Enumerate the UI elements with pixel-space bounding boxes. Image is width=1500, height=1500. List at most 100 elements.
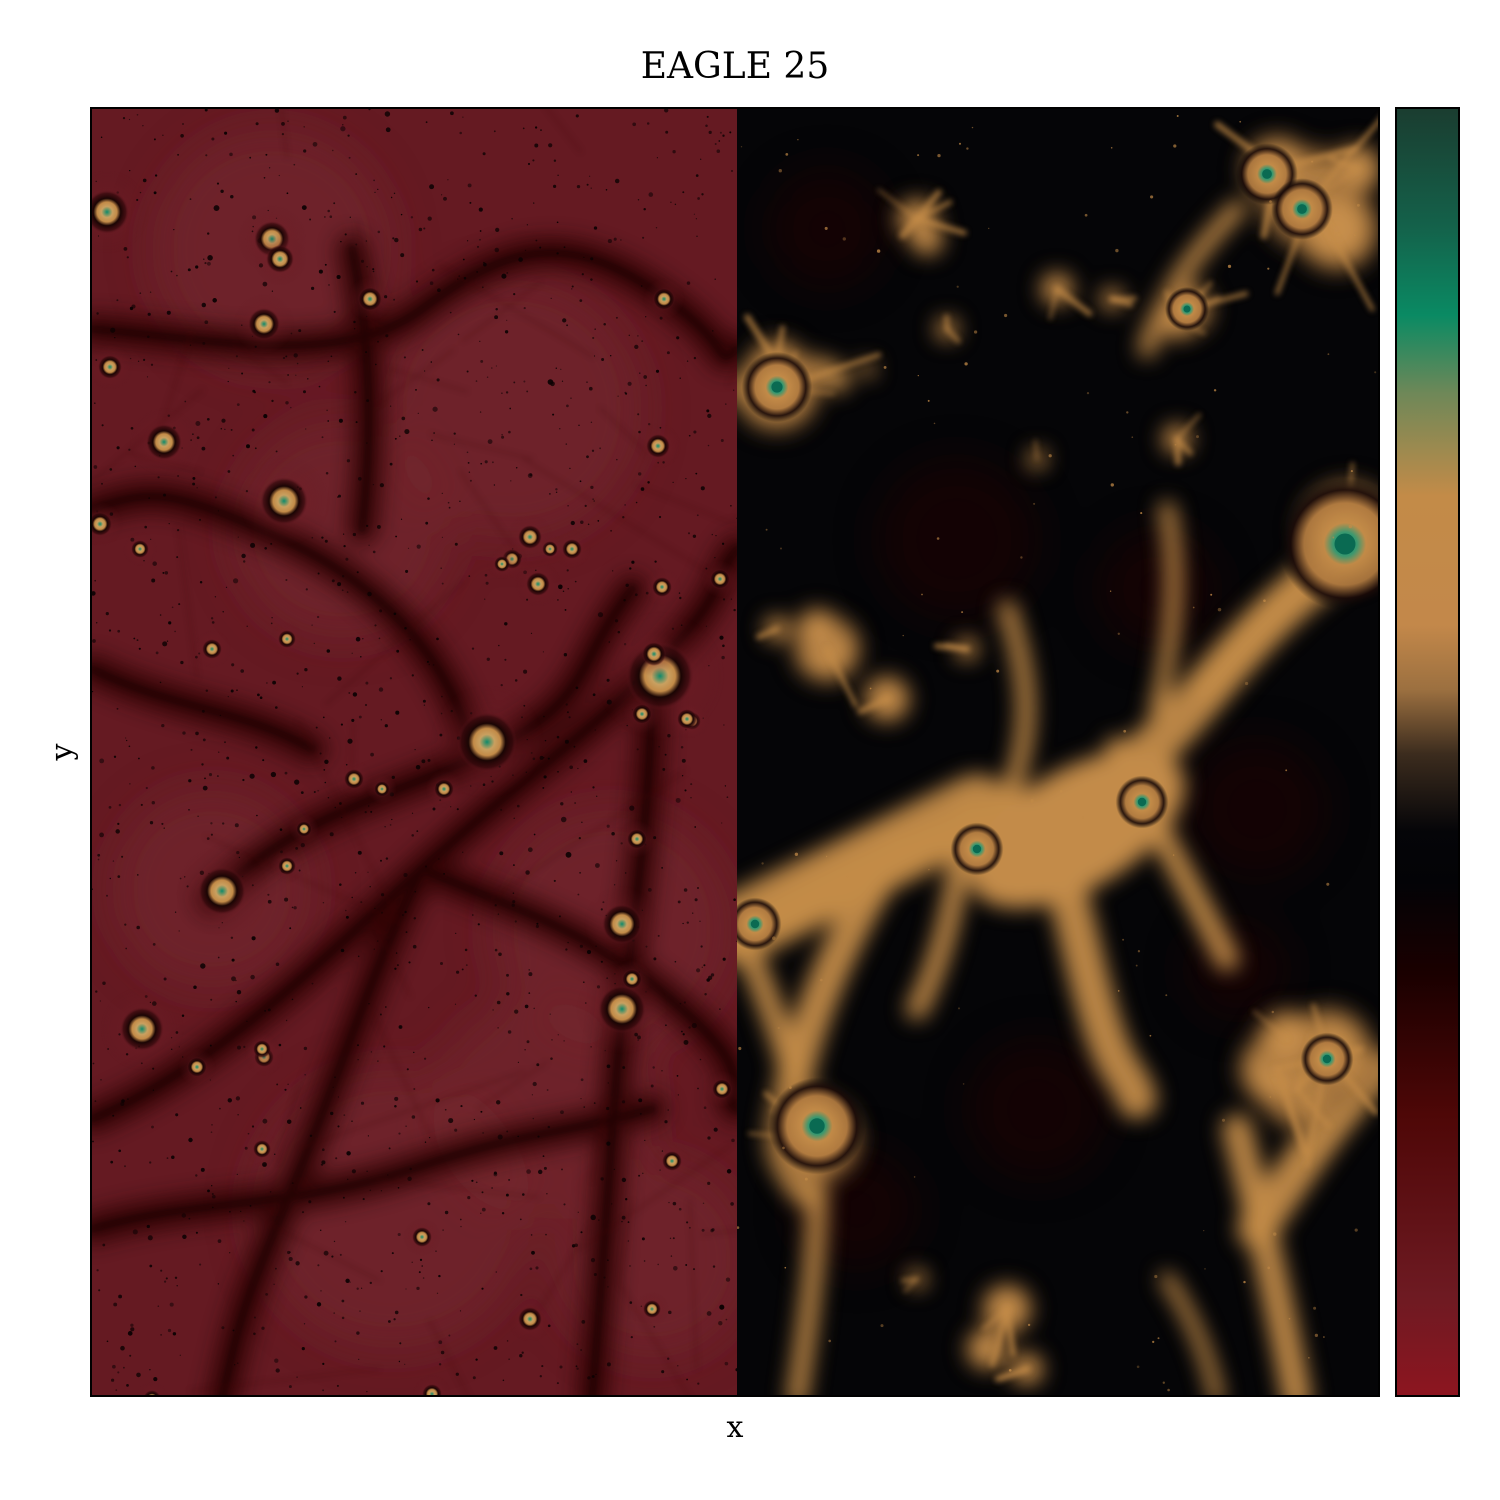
subhalo-dot (556, 252, 559, 255)
subhalo-dot (559, 428, 561, 430)
gas-speck (966, 147, 969, 150)
subhalo-dot (396, 649, 400, 653)
subhalo-dot (677, 900, 681, 904)
subhalo-dot (349, 216, 351, 218)
subhalo-dot (479, 340, 481, 343)
subhalo-dot (379, 1013, 382, 1016)
subhalo-dot (448, 1118, 454, 1124)
subhalo-dot (168, 621, 172, 625)
gas-speck (1311, 160, 1314, 163)
subhalo-dot (724, 1361, 729, 1366)
gas-speck (1285, 769, 1288, 772)
subhalo-dot (125, 947, 128, 950)
subhalo-dot (217, 956, 220, 959)
subhalo-dot (406, 1068, 409, 1071)
subhalo-dot (391, 818, 393, 821)
subhalo-dot (211, 1206, 214, 1209)
subhalo-dot (708, 130, 712, 135)
subhalo-dot (438, 1274, 441, 1278)
subhalo-dot (462, 258, 465, 261)
subhalo-dot (177, 153, 180, 156)
subhalo-dot (333, 1312, 335, 1314)
subhalo-dot (703, 1106, 707, 1109)
subhalo-dot (224, 741, 226, 744)
subhalo-dot (672, 481, 674, 483)
subhalo-dot (342, 533, 345, 535)
subhalo-dot (272, 680, 277, 685)
subhalo-dot (528, 969, 530, 971)
gas-speck (927, 399, 930, 402)
subhalo-dot (163, 977, 167, 981)
subhalo-dot (262, 1118, 268, 1124)
void-region (1097, 529, 1217, 649)
subhalo-dot (214, 596, 217, 598)
void-region (877, 459, 1037, 619)
subhalo-dot (549, 493, 551, 495)
subhalo-dot (566, 711, 569, 714)
gas-speck (962, 1083, 965, 1085)
subhalo-dot (581, 273, 584, 276)
subhalo-dot (204, 262, 207, 265)
subhalo-dot (263, 176, 266, 179)
subhalo-dot (281, 132, 285, 136)
subhalo-dot (366, 1391, 368, 1393)
subhalo-dot (153, 191, 157, 195)
subhalo-dot (412, 944, 417, 949)
subhalo-dot (137, 360, 140, 362)
subhalo-dot (683, 1001, 686, 1004)
subhalo-dot (210, 998, 213, 1001)
subhalo-dot (468, 575, 471, 577)
subhalo-dot (304, 1074, 306, 1076)
subhalo-dot (580, 520, 584, 525)
subhalo-dot (577, 1211, 579, 1213)
gas-speck (1243, 1280, 1246, 1284)
subhalo-dot (480, 1110, 483, 1113)
subhalo-dot (217, 1239, 222, 1243)
subhalo-dot (684, 789, 687, 792)
subhalo-dot (394, 437, 397, 440)
subhalo-dot (400, 253, 405, 258)
gas-wisp (1054, 286, 1093, 317)
subhalo-dot (484, 573, 488, 577)
subhalo-dot (217, 751, 220, 753)
subhalo-dot (686, 1221, 689, 1224)
subhalo-dot (419, 1258, 423, 1262)
subhalo-dot (531, 1250, 535, 1255)
subhalo-dot (637, 472, 642, 476)
subhalo-dot (594, 328, 596, 330)
subhalo-dot (285, 355, 288, 358)
subhalo-dot (443, 873, 445, 875)
subhalo-dot (354, 328, 356, 330)
gas-speck (1217, 607, 1222, 612)
gas-wisp (989, 1306, 1010, 1367)
subhalo-dot (711, 1228, 715, 1232)
subhalo-dot (694, 898, 698, 902)
subhalo-dot (105, 612, 109, 616)
subhalo-dot (427, 1006, 430, 1009)
subhalo-dot (664, 753, 667, 756)
subhalo-dot (567, 941, 569, 944)
subhalo-dot (682, 1033, 685, 1036)
subhalo-dot (148, 497, 151, 499)
subhalo-dot (711, 533, 713, 536)
subhalo-dot (377, 230, 381, 234)
subhalo-dot (593, 226, 598, 230)
subhalo-dot (617, 395, 619, 397)
subhalo-dot (506, 1130, 509, 1133)
subhalo-dot (362, 638, 364, 640)
subhalo-dot (606, 1141, 611, 1146)
subhalo-dot (564, 739, 569, 744)
subhalo-dot (548, 143, 553, 148)
subhalo-dot (498, 952, 502, 957)
subhalo-dot (679, 1002, 682, 1005)
subhalo-dot (700, 945, 703, 948)
subhalo-dot (526, 1169, 531, 1174)
subhalo-dot (590, 278, 593, 281)
subhalo-dot (581, 1320, 586, 1324)
subhalo-dot (669, 1237, 672, 1240)
subhalo-dot (265, 153, 268, 156)
halo-center (1137, 797, 1147, 807)
subhalo-dot (565, 443, 568, 445)
subhalo-dot (311, 982, 314, 985)
subhalo-dot (700, 158, 702, 160)
